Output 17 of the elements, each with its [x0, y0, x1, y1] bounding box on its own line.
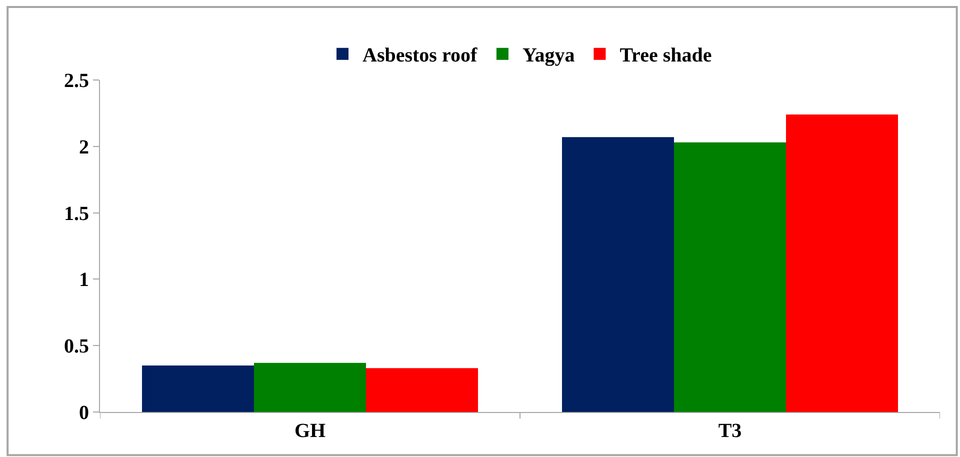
y-tick-label: 2.5 [64, 70, 89, 92]
y-tick-label: 1.5 [64, 202, 89, 225]
legend-label: Tree shade [620, 44, 712, 67]
bar [142, 366, 254, 412]
legend-label: Yagya [522, 44, 575, 67]
bar [366, 368, 478, 412]
bar [786, 114, 898, 412]
y-tick-label: 2 [79, 136, 89, 158]
bar [254, 362, 366, 412]
legend-label: Asbestos roof [362, 44, 478, 67]
x-tick-label: GH [294, 420, 326, 442]
x-tick-label: T3 [718, 420, 742, 442]
y-tick-label: 0.5 [64, 336, 89, 358]
y-tick-label: 0 [79, 402, 89, 424]
bar [674, 142, 786, 412]
bar [562, 137, 674, 412]
y-tick-label: 1 [79, 269, 89, 292]
